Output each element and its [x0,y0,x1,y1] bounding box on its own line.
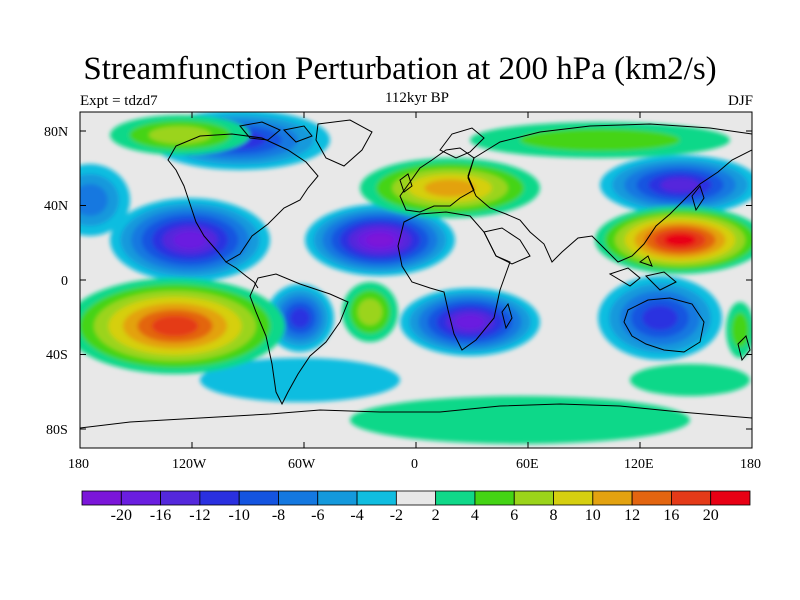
season-label: DJF [727,93,753,109]
y-tick-40n: 40N [44,199,69,214]
colorbar-label: -16 [149,507,172,524]
contour-region [630,364,750,396]
colorbar-box [553,490,594,506]
y-tick-80s: 80S [46,423,68,438]
axis-ticks [79,112,753,448]
colorbar-box [671,490,712,506]
x-tick-0: 0 [411,457,418,472]
colorbar-label: -8 [271,507,286,524]
contour-region [357,298,383,326]
colorbar-label: 2 [431,507,440,524]
colorbar-label: 6 [510,507,519,524]
x-tick-120w: 120W [172,457,207,472]
x-tick-60e: 60E [516,457,539,472]
colorbar-label: 12 [624,507,641,524]
colorbar-box [120,490,161,506]
contour-region [424,179,476,197]
contour-region [660,177,700,193]
colorbar-label: 16 [663,507,680,524]
x-tick-120e: 120E [624,457,654,472]
contour-region [731,312,749,348]
colorbar-label: -2 [389,507,404,524]
colorbar-box [395,490,437,506]
colorbar-box [199,490,240,506]
y-tick-40s: 40S [46,348,68,363]
colorbar-box [160,490,201,506]
colorbar-label: 4 [470,507,479,524]
y-tick-0: 0 [61,274,68,289]
colorbar-label: -10 [228,507,250,524]
y-tick-80n: 80N [44,125,69,140]
colorbar-box [631,490,672,506]
contour-fill [80,112,752,448]
contour-region [366,233,394,247]
colorbar-box [356,490,397,506]
colorbar-box [474,490,515,506]
contour-region [455,314,485,330]
x-tick-180w: 180 [68,457,89,472]
colorbar-label: -12 [189,507,211,524]
contour-region [642,306,678,330]
experiment-label: Expt = tdzd7 [80,93,158,109]
x-tick-60w: 60W [288,457,316,472]
colorbar-box [513,490,554,506]
colorbar-label: -6 [311,507,325,524]
colorbar-box [81,490,122,506]
colorbar-label: 8 [549,507,558,524]
colorbar-box [317,490,358,506]
contour-region [173,231,207,249]
colorbar-label: 20 [702,507,719,524]
contour-region [200,358,400,402]
contour-region [148,126,212,144]
plot-title: Streamfunction Perturbation at 200 hPa (… [83,51,717,87]
contour-region [350,396,690,444]
colorbar-box [278,490,319,506]
colorbar-box [435,490,476,506]
period-label: 112kyr BP [384,90,450,106]
colorbar-box [238,490,279,506]
contour-region [520,128,680,152]
colorbar-label: 10 [584,507,601,524]
colorbar-box [592,490,633,506]
contour-region [151,315,199,337]
coastlines [80,119,752,429]
colorbar-box [710,490,751,506]
contour-region [664,233,696,247]
x-tick-180e: 180 [740,457,761,472]
colorbar-label: -20 [110,507,132,524]
contour-region [80,184,108,216]
colorbar-label: -4 [350,507,364,524]
contour-region [290,308,310,328]
